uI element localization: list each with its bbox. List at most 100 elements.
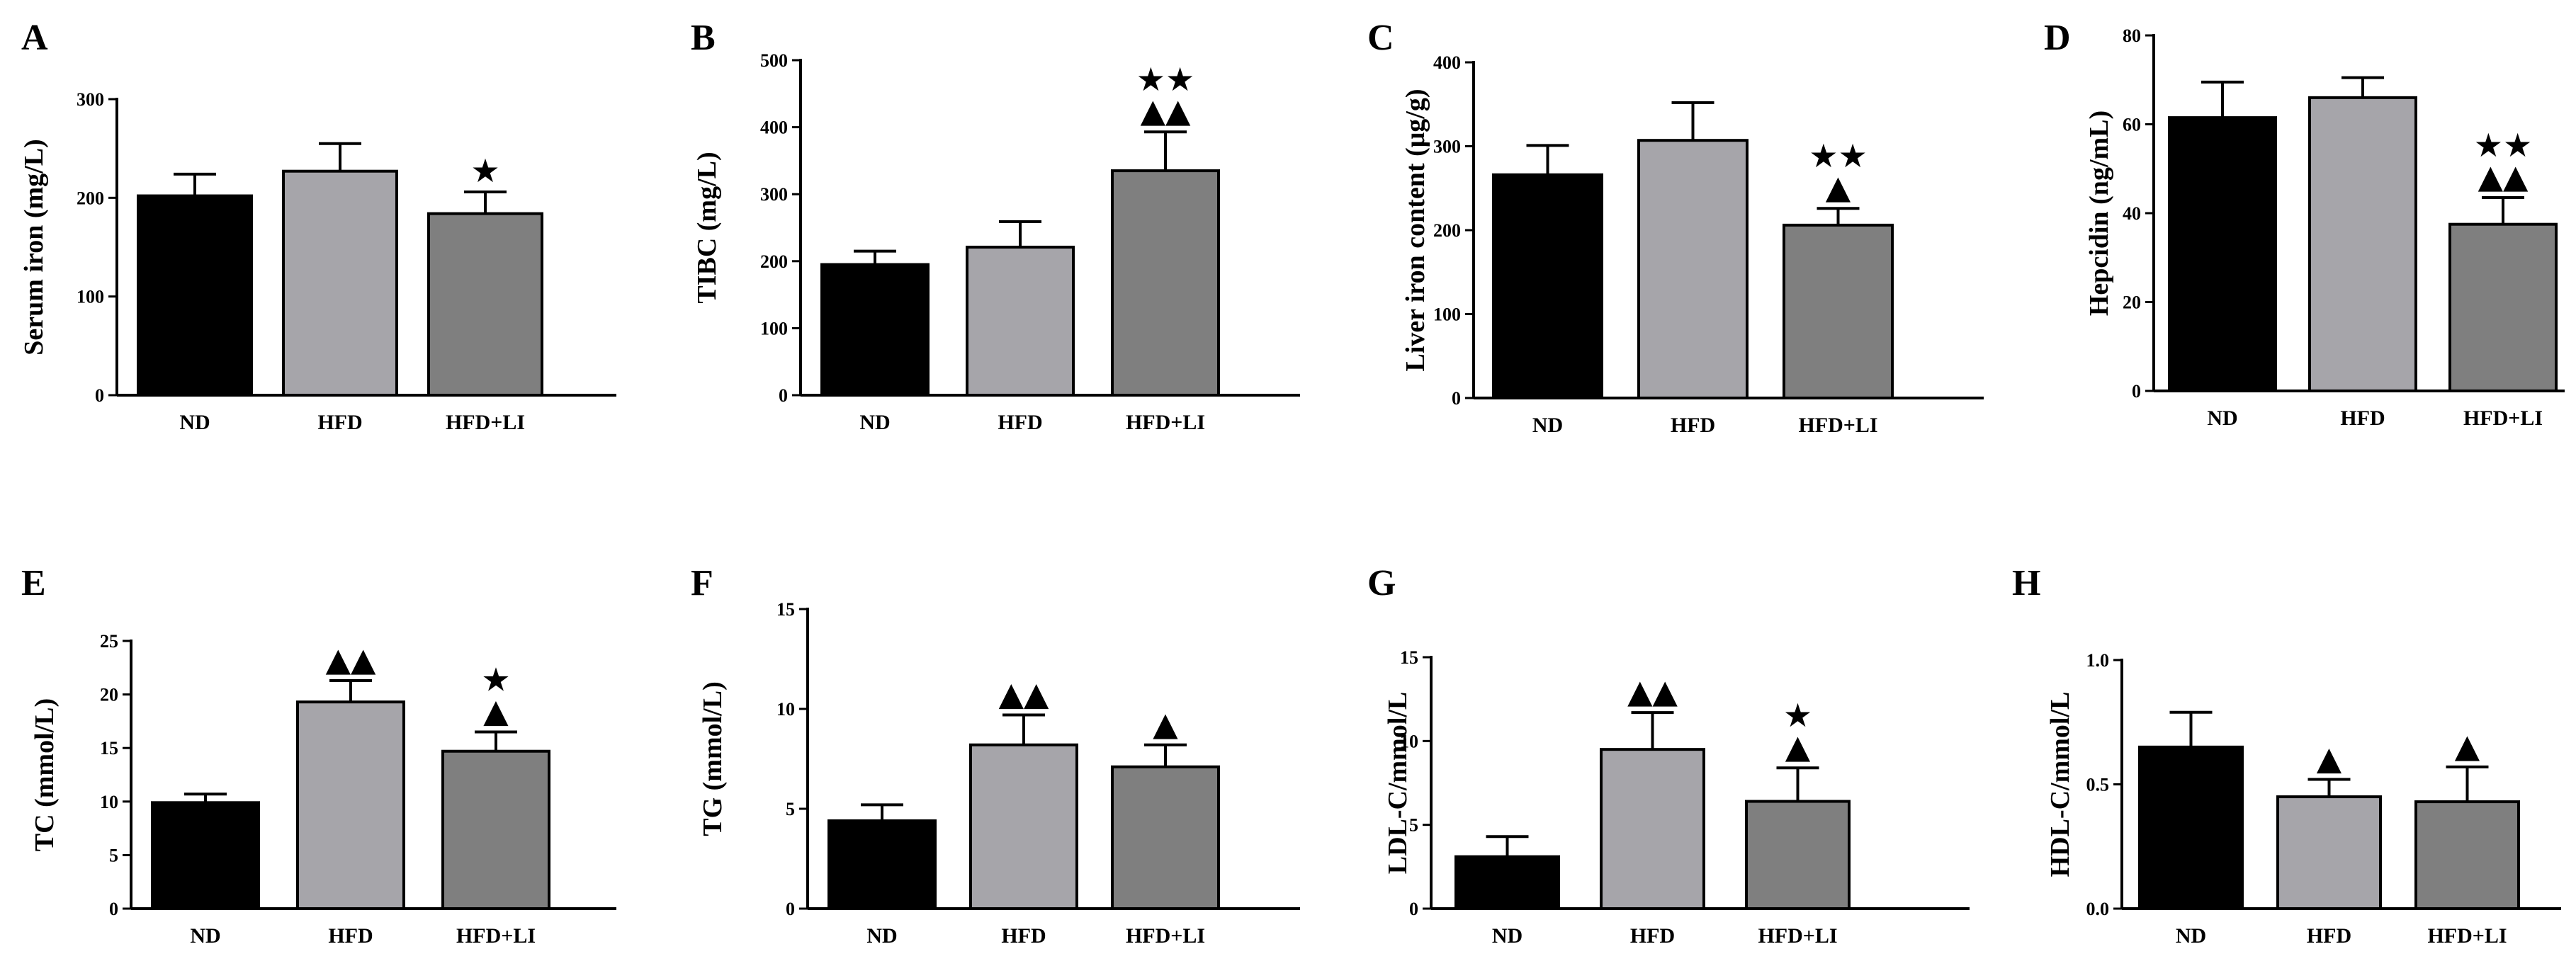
bar-b-hfd xyxy=(966,245,1075,397)
y-tick-label-b: 400 xyxy=(760,118,788,138)
y-tick-label-c: 400 xyxy=(1433,52,1461,73)
x-tick-label-e-hfd: HFD xyxy=(328,924,373,948)
x-tick-label-e-hfd-li: HFD+LI xyxy=(456,924,536,948)
significance-marker-h-hfd: ▲ xyxy=(2317,739,2342,777)
y-tick-label-c: 300 xyxy=(1433,137,1461,157)
bar-c-hfd-li xyxy=(1783,223,1894,400)
panel-letter-b: B xyxy=(691,18,716,58)
x-tick-label-b-nd: ND xyxy=(859,411,890,434)
y-tick-label-c: 200 xyxy=(1433,220,1461,241)
panel-letter-g: G xyxy=(1367,563,1396,603)
x-tick-label-a-nd: ND xyxy=(179,411,210,434)
y-tick-label-f: 5 xyxy=(786,799,795,819)
x-tick-label-g-nd: ND xyxy=(1492,924,1523,948)
y-tick-label-a: 300 xyxy=(77,89,104,110)
y-tick-label-g: 5 xyxy=(1409,815,1418,836)
bar-e-hfd xyxy=(296,700,405,911)
bar-g-nd xyxy=(1454,855,1560,910)
y-tick-label-d: 20 xyxy=(2123,292,2141,313)
significance-marker-f-hfd: ▲▲ xyxy=(999,674,1049,712)
panel-letter-c: C xyxy=(1367,18,1394,58)
y-tick-label-d: 40 xyxy=(2123,203,2141,224)
x-tick-label-f-hfd: HFD xyxy=(1001,924,1046,948)
panel-letter-f: F xyxy=(691,563,713,603)
x-tick-label-e-nd: ND xyxy=(190,924,220,948)
significance-marker-a-hfd-li: ★ xyxy=(470,152,499,190)
x-tick-label-f-nd: ND xyxy=(866,924,897,948)
bar-b-nd xyxy=(820,263,930,397)
panel-letter-d: D xyxy=(2044,18,2071,58)
significance-marker-f-hfd-li: ▲ xyxy=(1153,705,1178,743)
y-axis-label-c: Liver iron content (μg/g) xyxy=(1401,89,1430,371)
y-tick-label-g: 10 xyxy=(1400,731,1418,751)
bar-d-hfd xyxy=(2308,96,2417,392)
bar-b-hfd-li xyxy=(1111,169,1220,397)
bar-a-hfd xyxy=(282,169,398,397)
bar-f-hfd-li xyxy=(1111,765,1220,911)
y-tick-label-b: 200 xyxy=(760,251,788,272)
significance-marker-c-hfd-li: ★★ xyxy=(1809,137,1867,175)
bar-a-nd xyxy=(137,194,253,397)
y-axis-label-e: TC (mmol/L) xyxy=(30,698,60,851)
bar-c-nd xyxy=(1492,173,1603,399)
y-tick-label-b: 100 xyxy=(760,318,788,339)
x-tick-label-c-nd: ND xyxy=(1532,414,1563,437)
bar-h-hfd-li xyxy=(2414,800,2520,910)
bar-d-nd xyxy=(2168,116,2277,392)
y-tick-label-e: 25 xyxy=(100,631,118,652)
y-tick-label-f: 0 xyxy=(786,899,795,919)
y-tick-label-a: 200 xyxy=(77,188,104,208)
y-tick-label-c: 0 xyxy=(1452,388,1461,409)
x-tick-label-d-hfd: HFD xyxy=(2340,407,2385,430)
y-tick-label-e: 15 xyxy=(100,738,118,758)
y-axis-label-b: TIBC (mg/L) xyxy=(692,152,722,303)
y-axis-label-d: Hepcidin (ng/mL) xyxy=(2084,110,2114,316)
x-tick-label-d-hfd-li: HFD+LI xyxy=(2463,407,2543,430)
y-tick-label-e: 5 xyxy=(109,845,118,865)
bar-e-nd xyxy=(151,801,260,911)
significance-marker-h-hfd-li: ▲ xyxy=(2455,727,2480,765)
bar-h-hfd xyxy=(2276,795,2382,911)
y-tick-label-b: 500 xyxy=(760,50,788,71)
x-tick-label-h-hfd: HFD xyxy=(2307,924,2351,948)
y-tick-label-f: 10 xyxy=(776,699,795,720)
bar-f-hfd xyxy=(969,743,1078,911)
bar-g-hfd-li xyxy=(1745,800,1851,910)
y-tick-label-d: 60 xyxy=(2123,115,2141,135)
bar-g-hfd xyxy=(1600,748,1705,910)
y-tick-label-b: 0 xyxy=(779,385,788,406)
x-tick-label-g-hfd-li: HFD+LI xyxy=(1758,924,1837,948)
x-tick-label-f-hfd-li: HFD+LI xyxy=(1126,924,1205,948)
x-tick-label-b-hfd-li: HFD+LI xyxy=(1126,411,1205,434)
x-tick-label-a-hfd: HFD xyxy=(317,411,362,434)
x-tick-label-h-nd: ND xyxy=(2176,924,2206,948)
bar-d-hfd-li xyxy=(2448,222,2558,392)
x-tick-label-h-hfd-li: HFD+LI xyxy=(2427,924,2507,948)
significance-marker-d-hfd-li: ▲▲ xyxy=(2478,157,2529,195)
x-tick-label-d-nd: ND xyxy=(2207,407,2237,430)
significance-marker-g-hfd: ▲▲ xyxy=(1627,672,1678,710)
y-tick-label-f: 15 xyxy=(776,599,795,620)
bar-f-nd xyxy=(827,819,937,911)
panel-letter-e: E xyxy=(21,563,46,603)
panel-letter-a: A xyxy=(21,18,48,58)
significance-marker-d-hfd-li: ★★ xyxy=(2474,126,2532,164)
y-axis-label-h: HDL-C/mmol/L xyxy=(2045,692,2075,877)
significance-marker-c-hfd-li: ▲ xyxy=(1826,168,1851,206)
y-tick-label-e: 20 xyxy=(100,685,118,705)
y-axis-label-f: TG (mmol/L) xyxy=(698,681,728,836)
y-axis-label-a: Serum iron (mg/L) xyxy=(19,139,49,355)
x-tick-label-a-hfd-li: HFD+LI xyxy=(446,411,525,434)
y-tick-label-e: 10 xyxy=(100,792,118,812)
y-tick-label-b: 300 xyxy=(760,184,788,205)
bar-h-nd xyxy=(2138,745,2244,910)
panel-letter-h: H xyxy=(2012,563,2040,603)
y-tick-label-h: 0.0 xyxy=(2086,899,2110,919)
y-tick-label-d: 80 xyxy=(2123,25,2141,46)
significance-marker-g-hfd-li: ★ xyxy=(1783,696,1812,734)
bar-e-hfd-li xyxy=(441,749,550,910)
y-tick-label-g: 0 xyxy=(1409,899,1418,919)
y-axis-label-g: LDL-C/mmol/L xyxy=(1383,692,1413,875)
x-tick-label-c-hfd-li: HFD+LI xyxy=(1798,414,1877,437)
significance-marker-g-hfd-li: ▲ xyxy=(1785,727,1811,766)
